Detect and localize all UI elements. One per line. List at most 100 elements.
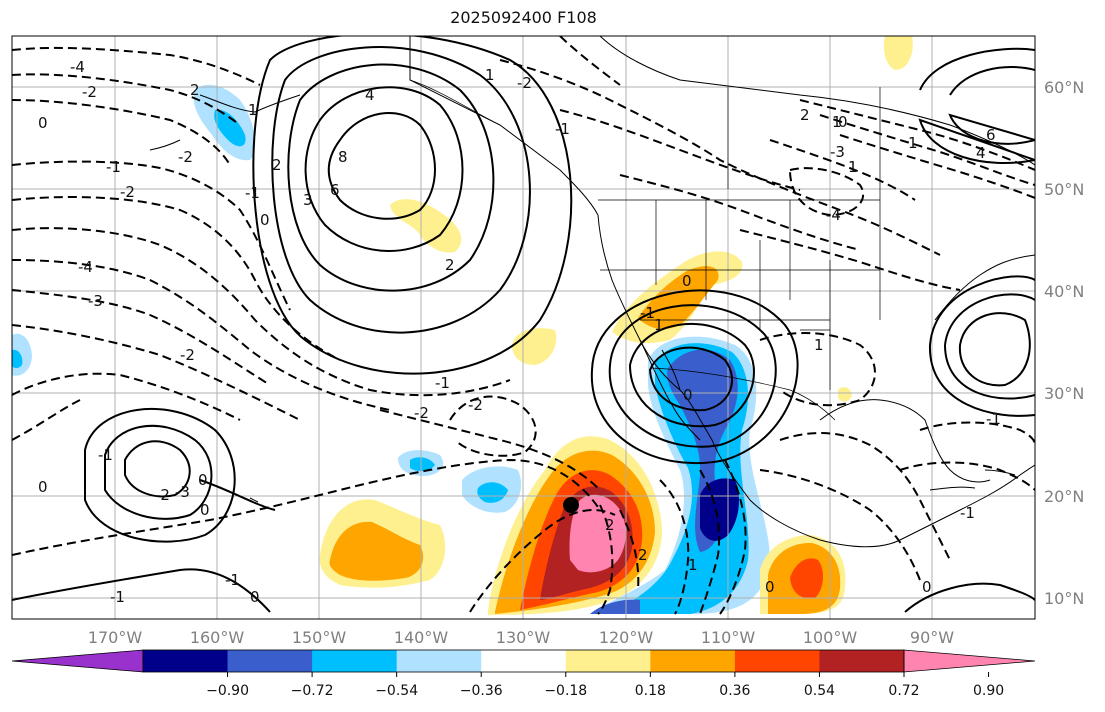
contour-label: 0 (765, 578, 775, 596)
contour-dash-1 (12, 46, 261, 86)
contour-label: 1 (248, 101, 258, 119)
latitude-labels: 60°N 50°N 40°N 30°N 20°N 10°N (1044, 78, 1084, 608)
contour-label: 0 (260, 211, 270, 229)
political-boundaries (409, 79, 881, 421)
colorbar-tick-label: −0.54 (375, 683, 418, 699)
border-state-2 (600, 269, 880, 331)
colorbar-bin (650, 650, 736, 672)
contour-dash-2 (12, 73, 241, 126)
colorbar-extend-low (11, 649, 144, 673)
contour-dash-35 (559, 36, 621, 86)
colorbar-extend-high (903, 649, 1036, 673)
contour-label: 2 (800, 106, 810, 124)
contour-east-1 (958, 312, 1031, 387)
contour-baja-3 (608, 304, 777, 448)
border-alaska-canada (409, 79, 501, 126)
lat-label: 50°N (1044, 180, 1084, 199)
contour-dash-19 (699, 469, 721, 615)
shade-blue-aleutian (214, 109, 246, 147)
shade-yellow-patch-1 (390, 199, 462, 253)
contour-high-3 (287, 63, 495, 292)
contour-label: 1 (832, 113, 842, 131)
lon-label: 160°W (190, 628, 245, 647)
contour-label: 2 (445, 256, 455, 274)
contour-dash-5 (12, 196, 341, 361)
contour-label: -3 (88, 292, 103, 310)
map-title: 2025092400 F108 (450, 8, 597, 27)
contour-dash-18 (659, 479, 690, 615)
contour-label: 4 (976, 144, 986, 162)
contour-label: 6 (986, 126, 996, 144)
contour-solid-se (904, 582, 1035, 613)
contour-dash-24 (739, 229, 961, 291)
colorbar-bin (819, 650, 905, 672)
shaded-field (12, 36, 913, 615)
contour-high-1 (327, 112, 436, 220)
coast-gulf (819, 399, 991, 483)
contour-label: -4 (826, 206, 841, 224)
coast-aleutians (149, 94, 301, 151)
contour-dash-4 (12, 160, 291, 311)
contour-label: 1 (688, 556, 698, 574)
lon-label: 120°W (599, 628, 654, 647)
contour-dash-33 (919, 421, 1035, 446)
colorbar-tick-label: −0.90 (206, 683, 249, 699)
colorbar-bin (565, 650, 651, 672)
contour-label: 0 (922, 578, 932, 596)
lon-label: 140°W (394, 628, 449, 647)
contour-label: 1 (908, 134, 918, 152)
contour-dash-16 (597, 504, 614, 615)
contour-dash-8 (12, 289, 271, 386)
coast-central-am (899, 464, 1035, 541)
contour-dash-15 (469, 509, 616, 613)
contour-dash-21 (499, 59, 941, 256)
colorbar-tick-label: 0.54 (804, 683, 835, 699)
contour-dash-29 (839, 134, 1035, 199)
colorbar-bin (143, 650, 229, 672)
lat-label: 60°N (1044, 78, 1084, 97)
contour-dash-11 (12, 399, 81, 441)
colorbar-bin (227, 650, 313, 672)
border-us-mexico (649, 367, 836, 421)
map-frame (11, 35, 1036, 620)
shade-blue-west (12, 349, 23, 369)
contour-label: 3 (303, 191, 313, 209)
contour-label: -1 (960, 504, 975, 522)
shade-orange-hawaii (329, 521, 424, 581)
contour-tropical-1 (124, 440, 191, 498)
contour-dash-28 (819, 114, 1035, 186)
contour-label: 6 (330, 181, 340, 199)
lon-label: 90°W (910, 628, 954, 647)
lat-label: 10°N (1044, 589, 1084, 608)
coast-canada-north (599, 36, 1035, 166)
contour-label: 0 (38, 478, 48, 496)
contour-dash-30 (759, 332, 876, 407)
lon-label: 110°W (701, 628, 756, 647)
shade-yellow-patch-2 (512, 328, 557, 365)
contour-east-3 (928, 275, 1035, 417)
lat-label: 20°N (1044, 487, 1084, 506)
contour-label: 0 (250, 588, 260, 606)
contour-label: 2 (190, 81, 200, 99)
contour-label: -1 (640, 304, 655, 322)
coast-baja (639, 339, 701, 441)
contour-label: -2 (180, 346, 195, 364)
contour-label: 2 (638, 546, 648, 564)
colorbar-tick-label: −0.36 (460, 683, 503, 699)
lon-label: 100°W (803, 628, 858, 647)
contour-label: -4 (70, 58, 85, 76)
contour-dash-22 (559, 109, 801, 191)
colorbar-tick-label: 0.90 (973, 683, 1004, 699)
contour-label: -2 (178, 148, 193, 166)
colorbar-bin (312, 650, 398, 672)
contour-dash-9 (12, 324, 301, 421)
contour-dash-12 (379, 409, 601, 491)
contour-high-2 (304, 86, 464, 252)
contour-lines-dashed (12, 36, 1035, 615)
lon-label: 170°W (88, 628, 143, 647)
lat-label: 30°N (1044, 384, 1084, 403)
contour-solid-mid (199, 479, 276, 511)
shade-yellow-patch-3 (883, 36, 913, 70)
shade-yellow-patch-4 (838, 387, 852, 402)
